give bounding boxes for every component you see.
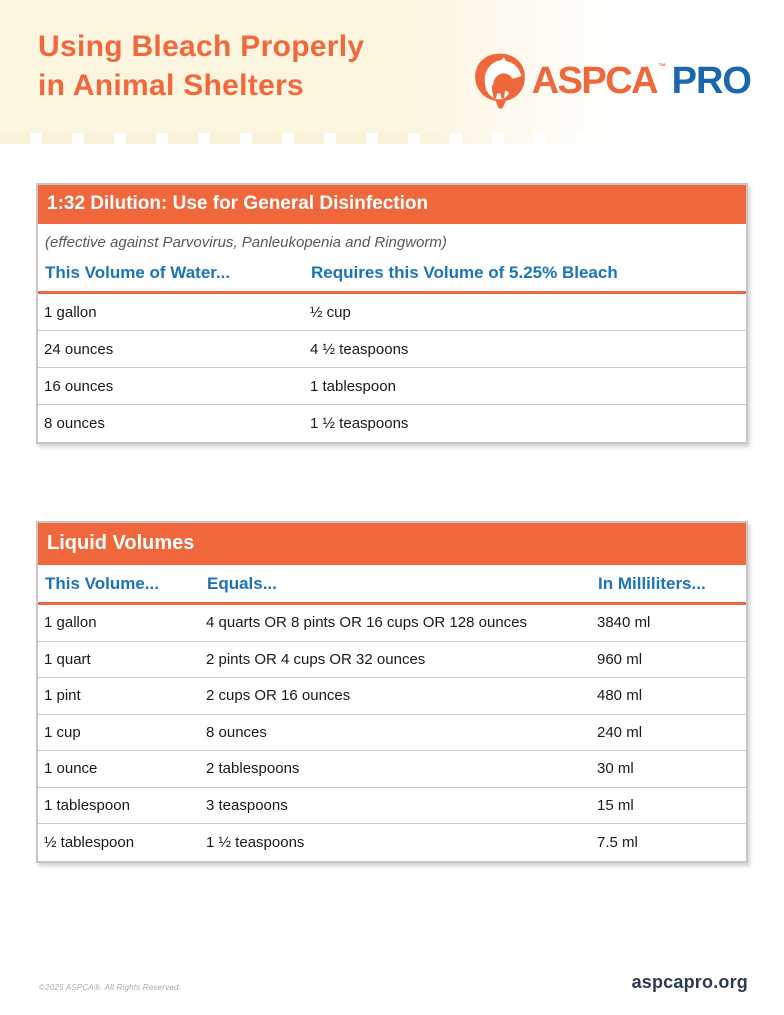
table-cell: 2 tablespoons bbox=[206, 760, 300, 778]
table-cell: 1 tablespoon bbox=[310, 377, 396, 395]
column-header-bleach: Requires this Volume of 5.25% Bleach bbox=[311, 263, 618, 282]
dilution-table-subtitle: (effective against Parvovirus, Panleukop… bbox=[45, 234, 447, 251]
aspca-logo-icon bbox=[474, 53, 525, 109]
liquid-volumes-column-headers: This Volume... Equals... In Milliliters.… bbox=[38, 565, 746, 605]
aspca-logo-wordmark: ASPCA™ bbox=[531, 59, 666, 102]
dilution-table-title: 1:32 Dilution: Use for General Disinfect… bbox=[38, 185, 746, 224]
table-row: 1 ounce 2 tablespoons 30 ml bbox=[38, 751, 746, 788]
trademark-symbol: ™ bbox=[658, 61, 666, 71]
table-cell: 1 gallon bbox=[44, 303, 97, 321]
table-cell: 8 ounces bbox=[206, 723, 267, 741]
table-row: 1 gallon ½ cup bbox=[38, 294, 746, 331]
table-cell: 1 ½ teaspoons bbox=[206, 833, 305, 851]
copyright-notice: ©2025 ASPCA®. All Rights Reserved. bbox=[39, 983, 182, 992]
table-row: 1 tablespoon 3 teaspoons 15 ml bbox=[38, 788, 746, 824]
table-row: 1 quart 2 pints OR 4 cups OR 32 ounces 9… bbox=[38, 642, 746, 678]
table-cell: 16 ounces bbox=[44, 377, 114, 395]
table-cell: ½ cup bbox=[310, 303, 351, 321]
table-cell: 1 cup bbox=[44, 723, 81, 741]
page-title: Using Bleach Properly in Animal Shelters bbox=[38, 27, 364, 105]
aspca-pro-logo: ASPCA™ PRO bbox=[472, 52, 752, 110]
table-cell: 3 teaspoons bbox=[206, 796, 288, 814]
liquid-volumes-table: Liquid Volumes This Volume... Equals... … bbox=[36, 521, 748, 863]
dilution-table-column-headers: This Volume of Water... Requires this Vo… bbox=[38, 255, 746, 294]
page-title-line1: Using Bleach Properly bbox=[38, 30, 365, 63]
table-cell: 1 pint bbox=[44, 687, 81, 705]
header-band-dashed-edge bbox=[0, 133, 784, 144]
table-cell: 4 quarts OR 8 pints OR 16 cups OR 128 ou… bbox=[206, 614, 527, 632]
table-cell: 1 tablespoon bbox=[44, 796, 130, 814]
dilution-table: 1:32 Dilution: Use for General Disinfect… bbox=[36, 183, 748, 444]
table-cell: 2 pints OR 4 cups OR 32 ounces bbox=[206, 650, 426, 668]
table-cell: 1 ½ teaspoons bbox=[310, 415, 409, 432]
table-cell: 8 ounces bbox=[44, 415, 105, 432]
table-row: 1 gallon 4 quarts OR 8 pints OR 16 cups … bbox=[38, 605, 746, 642]
table-row: 1 pint 2 cups OR 16 ounces 480 ml bbox=[38, 678, 746, 715]
table-cell: 7.5 ml bbox=[597, 833, 638, 851]
table-cell: 1 quart bbox=[44, 650, 91, 668]
table-cell: 1 gallon bbox=[44, 614, 97, 632]
table-cell: 24 ounces bbox=[44, 340, 114, 358]
table-cell: 2 cups OR 16 ounces bbox=[206, 687, 351, 705]
table-row: 1 cup 8 ounces 240 ml bbox=[38, 715, 746, 751]
table-cell: 3840 ml bbox=[597, 614, 651, 632]
column-header-milliliters: In Milliliters... bbox=[598, 574, 706, 593]
table-cell: 15 ml bbox=[597, 796, 634, 814]
table-row: 16 ounces 1 tablespoon bbox=[38, 368, 746, 405]
table-cell: 240 ml bbox=[597, 723, 643, 741]
table-cell: 4 ½ teaspoons bbox=[310, 340, 409, 358]
table-row: ½ tablespoon 1 ½ teaspoons 7.5 ml bbox=[38, 824, 746, 861]
column-header-equals: Equals... bbox=[207, 574, 277, 593]
column-header-volume: This Volume... bbox=[45, 574, 159, 593]
table-cell: ½ tablespoon bbox=[44, 833, 135, 851]
table-cell: 1 ounce bbox=[44, 760, 98, 778]
column-header-water: This Volume of Water... bbox=[45, 263, 231, 282]
table-cell: 30 ml bbox=[597, 760, 634, 778]
header-band bbox=[0, 0, 784, 133]
table-row: 8 ounces 1 ½ teaspoons bbox=[38, 405, 746, 442]
table-cell: 960 ml bbox=[597, 650, 643, 668]
table-row: 24 ounces 4 ½ teaspoons bbox=[38, 331, 746, 368]
page-title-line2: in Animal Shelters bbox=[38, 69, 305, 102]
liquid-volumes-table-title: Liquid Volumes bbox=[38, 523, 746, 565]
website-link[interactable]: aspcapro.org bbox=[631, 972, 748, 992]
table-cell: 480 ml bbox=[597, 687, 643, 705]
pro-logo-wordmark: PRO bbox=[671, 59, 752, 102]
